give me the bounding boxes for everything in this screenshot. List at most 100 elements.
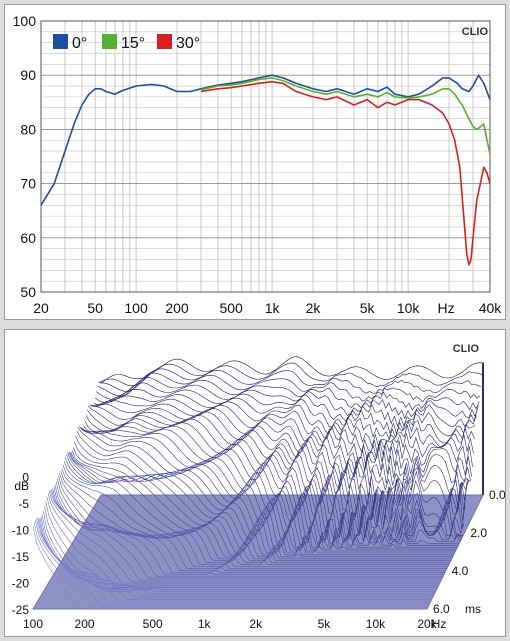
t-tick-label: 4.0 [452, 564, 469, 578]
plot-frame [40, 20, 491, 293]
x-tick-label: 100 [124, 300, 148, 316]
waterfall-slice [96, 376, 480, 411]
waterfall-slice [83, 425, 470, 505]
x-tick-label: 5k [318, 617, 332, 631]
waterfall-slice [69, 452, 458, 548]
t-tick-label: 6.0 [433, 602, 450, 616]
waterfall-slice [36, 518, 430, 604]
waterfall-slice [39, 517, 433, 598]
waterfall-slice [53, 486, 445, 575]
waterfall-slice [65, 457, 454, 556]
waterfall-slice [60, 471, 450, 563]
legend-label: 15° [121, 35, 145, 52]
waterfall-slice [56, 478, 447, 569]
z-tick-label: 0 [22, 471, 29, 485]
z-tick-label: -5 [18, 497, 29, 511]
waterfall-slice [89, 404, 474, 458]
y-tick-label: 70 [20, 176, 36, 192]
y-tick-label: 80 [20, 121, 36, 137]
waterfall-slice [91, 398, 476, 444]
legend-swatch [157, 34, 172, 49]
legend: 0° 15° 30° [53, 34, 200, 52]
series-line-2 [200, 80, 491, 266]
x-tick-label: 500 [143, 617, 163, 631]
waterfall-slice [78, 426, 466, 532]
x-tick-label: 1k [265, 300, 281, 316]
series-line-0 [40, 74, 491, 206]
series-line-1 [200, 77, 491, 154]
plot-area [41, 21, 490, 292]
waterfall-slice [37, 517, 431, 602]
z-tick-label: -15 [12, 550, 30, 564]
waterfall-slice [100, 356, 484, 384]
clio-watermark: CLIO [462, 26, 489, 38]
x-tick-label: 20k [417, 617, 437, 631]
legend-label: 30° [176, 35, 200, 52]
x-tick-label: 50 [87, 300, 103, 316]
waterfall-slice [95, 382, 479, 420]
legend-swatch [102, 34, 117, 49]
x-tick-label: 1k [198, 617, 212, 631]
waterfall-slice [61, 468, 451, 561]
x-tick-label: 2k [249, 617, 263, 631]
waterfall-slice [86, 409, 472, 477]
waterfall-slice [81, 428, 468, 521]
y-tick-label: 100 [13, 13, 37, 29]
waterfall-slice [38, 517, 432, 600]
waterfall-slice [48, 491, 441, 583]
z-axis-label: dB [14, 479, 29, 493]
waterfall-slices [32, 356, 484, 610]
waterfall-slice [77, 427, 465, 535]
legend-label: 0° [72, 35, 87, 52]
z-tick-label: -25 [12, 603, 30, 617]
waterfall-slice [99, 362, 483, 388]
z-tick-label: -20 [12, 577, 30, 591]
waterfall-slice [32, 526, 427, 610]
x-tick-label: 200 [165, 300, 189, 316]
z-tick-label: -10 [12, 524, 30, 538]
waterfall-slice [43, 510, 436, 592]
waterfall-slice [84, 421, 470, 497]
waterfall-slice [68, 451, 457, 550]
x-tick-label: 20 [33, 300, 49, 316]
waterfall-slice [92, 394, 477, 437]
waterfall-chart: 0 -5 -10 -15 -20 -25 dB 100 200 500 1k 2k 5k 10k 20kHz… [12, 343, 506, 631]
waterfall-slice [46, 496, 439, 587]
waterfall-slice [52, 488, 444, 577]
frequency-response-panel: 50 60 70 80 90 100 20 50 100 200 500 1k 2k 5k 10k Hz 40k… [4, 4, 506, 320]
waterfall-slice [54, 484, 445, 573]
x-tick-label: 10k [397, 300, 421, 316]
waterfall-panel: 0 -5 -10 -15 -20 -25 dB 100 200 500 1k 2k 5k 10k 20k Hz… [4, 329, 506, 637]
waterfall-slice [45, 501, 438, 589]
waterfall-slice [97, 372, 481, 403]
clio-watermark: CLIO [453, 343, 480, 355]
waterfall-slice [76, 430, 464, 536]
t-tick-label: 2.0 [470, 526, 487, 540]
waterfall-slice [55, 481, 446, 571]
x-tick-label: 100 [23, 617, 43, 631]
waterfall-slice [58, 475, 448, 567]
y-tick-label: 60 [20, 230, 36, 246]
x-tick-label: 5k [360, 300, 376, 316]
waterfall-slice [59, 473, 449, 565]
waterfall-slice [80, 426, 467, 528]
x-tick-label: 10k [366, 617, 386, 631]
waterfall-slice [62, 465, 452, 560]
waterfall-slice [82, 428, 469, 515]
waterfall-slice [90, 403, 475, 448]
waterfall-slice [63, 461, 453, 558]
grid [40, 20, 491, 293]
x-tick-label: 200 [75, 617, 95, 631]
waterfall-slice [33, 522, 428, 608]
waterfall-slice [93, 389, 478, 428]
waterfall-slice [41, 514, 435, 594]
waterfall-slice [44, 506, 437, 591]
x-tick-label: 500 [219, 300, 243, 316]
waterfall-slice [67, 452, 456, 552]
t-tick-label: 0.0 [489, 488, 505, 502]
waterfall-slice [50, 490, 442, 581]
waterfall-slice [40, 516, 434, 596]
waterfall-slice [88, 405, 473, 467]
y-tick-label: 50 [20, 284, 36, 300]
